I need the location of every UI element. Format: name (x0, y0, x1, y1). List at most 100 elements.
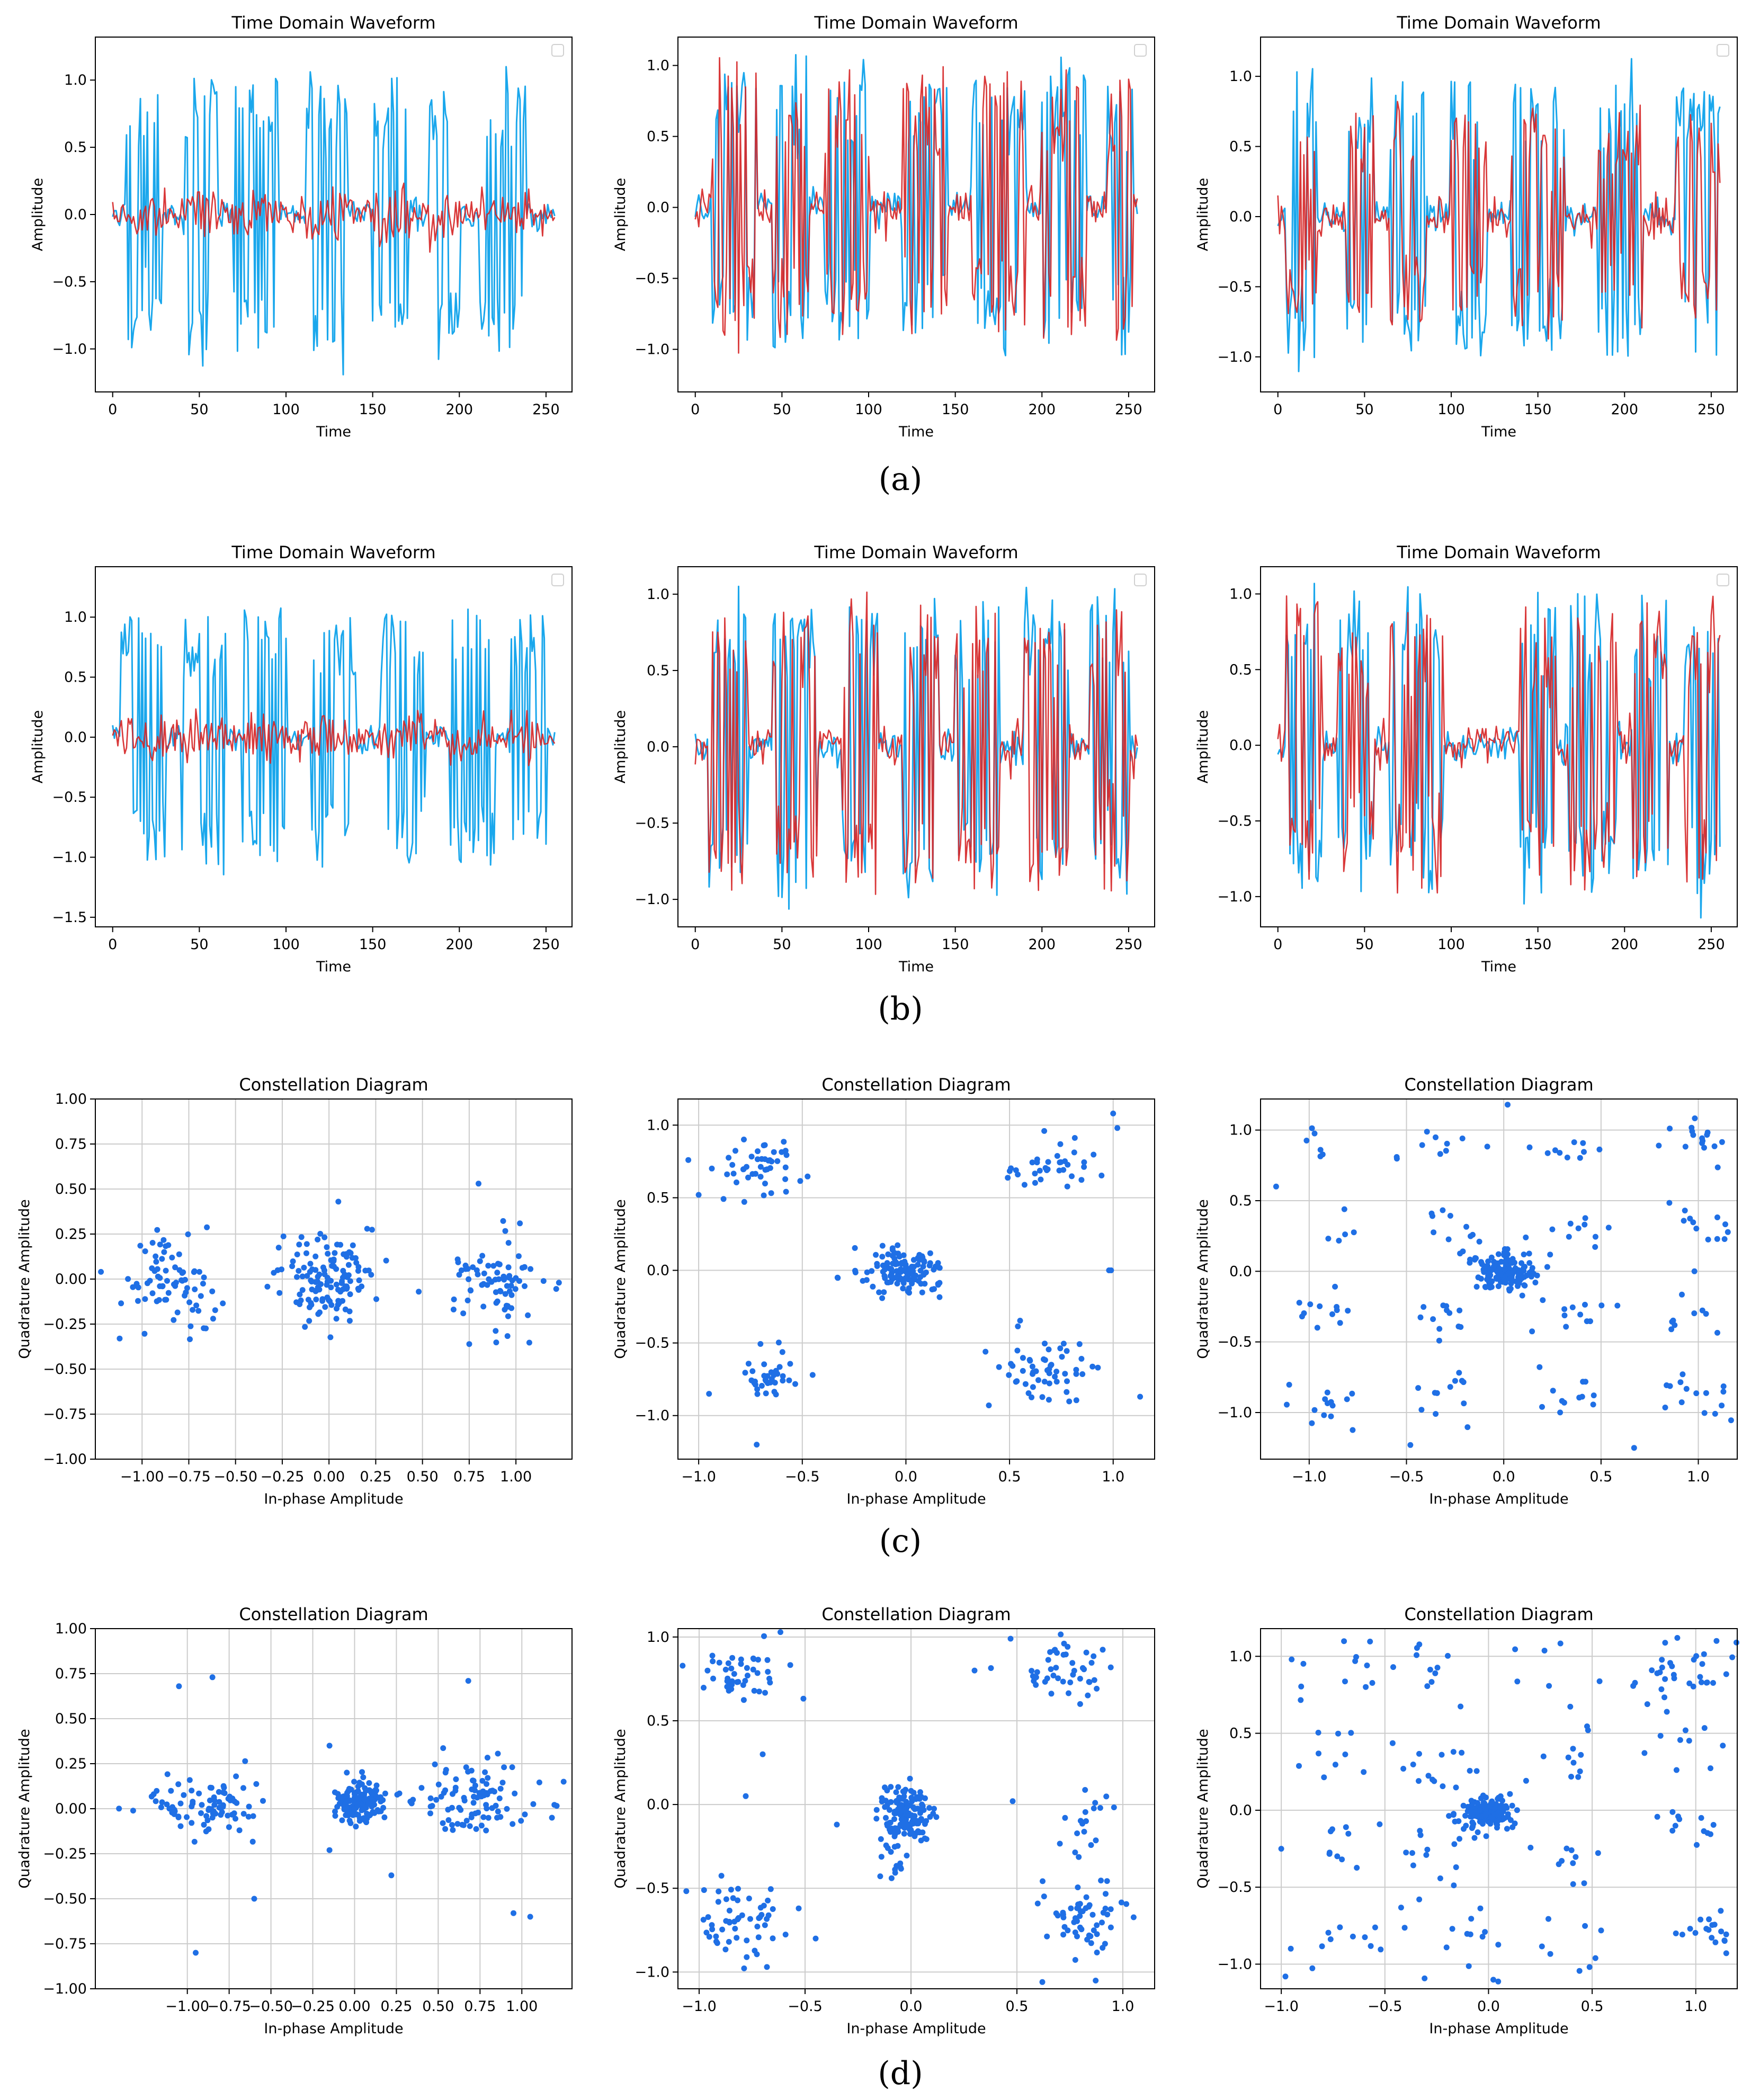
scatter-point (796, 1905, 802, 1911)
scatter-point (1701, 1410, 1708, 1416)
scatter-points (116, 1674, 567, 1956)
scatter-point (264, 1283, 271, 1290)
scatter-point (522, 1283, 528, 1289)
scatter-point (1436, 1326, 1443, 1332)
scatter-point (729, 1678, 735, 1684)
x-tick-label: −0.5 (1389, 1469, 1424, 1485)
scatter-point (195, 1308, 202, 1314)
scatter-point (1053, 1379, 1060, 1385)
scatter-point (1321, 1774, 1327, 1781)
scatter-point (325, 1250, 331, 1257)
scatter-point (1459, 1136, 1466, 1141)
scatter-point (907, 1775, 913, 1782)
scatter-point (1348, 1730, 1354, 1736)
scatter-point (1052, 1373, 1058, 1380)
chart-title: Constellation Diagram (239, 1075, 428, 1095)
scatter-point (1567, 1703, 1574, 1710)
scatter-points (680, 1629, 1137, 1985)
scatter-point (1296, 1300, 1302, 1306)
series-line-red (112, 708, 556, 766)
scatter-point (204, 1817, 211, 1824)
scatter-point (916, 1252, 923, 1258)
scatter-point (1068, 1905, 1074, 1911)
scatter-point (340, 1286, 346, 1292)
scatter-point (480, 1788, 486, 1794)
scatter-point (1445, 1652, 1451, 1659)
scatter-point (734, 1935, 740, 1941)
y-axis-label: Amplitude (612, 710, 629, 783)
scatter-point (1482, 1284, 1488, 1290)
scatter-point (1692, 1115, 1698, 1121)
scatter-point (302, 1324, 308, 1330)
scatter-point (1485, 1272, 1491, 1278)
y-tick-label: 0.50 (55, 1711, 87, 1727)
scatter-point (1072, 1957, 1078, 1963)
scatter-point (147, 1277, 153, 1284)
scatter-point (926, 1805, 933, 1811)
scatter-point (356, 1277, 362, 1283)
scatter-point (1300, 1660, 1307, 1667)
scatter-point (484, 1806, 490, 1811)
scatter-point (734, 1679, 740, 1685)
scatter-point (1706, 1916, 1712, 1923)
scatter-point (1692, 1930, 1699, 1936)
scatter-point (809, 1372, 816, 1378)
scatter-point (1339, 1856, 1345, 1863)
scatter-point (1321, 1412, 1327, 1418)
scatter-point (1544, 1264, 1550, 1270)
scatter-point (312, 1279, 319, 1285)
scatter-point (1698, 1679, 1704, 1685)
y-axis-label: Quadrature Amplitude (612, 1729, 629, 1888)
scatter-point (895, 1242, 901, 1248)
scatter-point (728, 1665, 735, 1672)
y-tick-label: −0.25 (43, 1846, 87, 1862)
scatter-point (1022, 1381, 1029, 1387)
scatter-point (355, 1801, 361, 1807)
scatter-point (319, 1298, 326, 1304)
scatter-point (1060, 1911, 1066, 1918)
scatter-point (219, 1809, 225, 1815)
x-tick-label: 100 (855, 936, 882, 953)
scatter-point (800, 1695, 807, 1702)
x-tick-label: 50 (190, 401, 208, 418)
scatter-point (1282, 1973, 1289, 1980)
scatter-point (1097, 1805, 1103, 1811)
scatter-point (233, 1816, 238, 1822)
scatter-point (450, 1827, 456, 1833)
scatter-point (1067, 1679, 1074, 1685)
y-tick-label: 0.5 (1229, 662, 1252, 678)
chart-a1: Time Domain Waveform 0 50 100 150 200 250 −1.0 −… (30, 13, 573, 440)
scatter-point (1723, 1671, 1729, 1677)
x-tick-label: 0.5 (1581, 1998, 1604, 2015)
scatter-point (1345, 1830, 1352, 1837)
scatter-point (496, 1795, 503, 1801)
axes-frame (1260, 1098, 1738, 1460)
scatter-point (724, 1678, 730, 1684)
scatter-point (1580, 1379, 1586, 1385)
scatter-point (1075, 1905, 1082, 1911)
scatter-point (1421, 1304, 1427, 1310)
scatter-point (1046, 1346, 1052, 1353)
scatter-point (935, 1264, 942, 1270)
scatter-point (339, 1817, 345, 1824)
scatter-point (1658, 1686, 1665, 1692)
scatter-point (346, 1318, 353, 1324)
scatter-point (834, 1821, 840, 1828)
scatter-point (683, 1888, 690, 1895)
scatter-point (1687, 1926, 1693, 1932)
scatter-point (182, 1292, 188, 1299)
chart-a2: Time Domain Waveform 0 50 100 150 200 250 −1.0 −… (612, 13, 1155, 440)
scatter-point (1457, 1836, 1462, 1842)
scatter-point (887, 1807, 892, 1813)
scatter-point (211, 1794, 217, 1800)
scatter-point (1040, 1878, 1046, 1884)
scatter-point (1714, 1164, 1721, 1170)
y-tick-label: −0.50 (43, 1361, 87, 1378)
scatter-point (771, 1372, 777, 1378)
y-tick-label: −0.50 (43, 1891, 87, 1907)
scatter-point (1563, 1324, 1569, 1330)
scatter-point (1701, 1651, 1707, 1657)
scatter-point (1057, 1345, 1064, 1352)
grid (678, 1629, 1155, 1989)
scatter-point (1547, 1252, 1553, 1258)
